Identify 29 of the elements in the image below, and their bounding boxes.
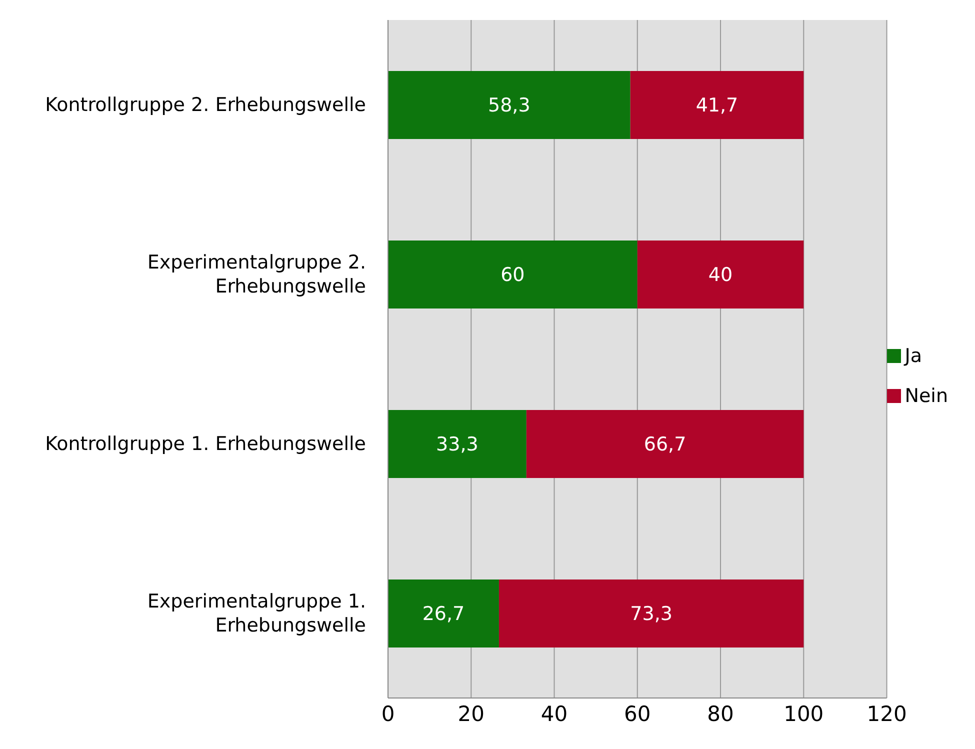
bar <box>630 71 804 139</box>
x-tick-label: 0 <box>381 702 395 726</box>
bar <box>388 71 630 139</box>
data-label: 41,7 <box>696 94 738 117</box>
x-tick-label: 40 <box>540 702 568 726</box>
bar <box>388 580 499 648</box>
data-label: 33,3 <box>436 434 478 456</box>
x-tick-label: 100 <box>784 702 824 726</box>
x-tick-label: 60 <box>624 702 651 726</box>
bar <box>526 410 804 478</box>
data-label: 66,7 <box>644 434 686 456</box>
data-label: 58,3 <box>488 94 530 117</box>
bar <box>498 580 804 648</box>
data-label: 26,7 <box>422 603 465 626</box>
bar <box>388 410 526 478</box>
x-tick-label: 80 <box>707 702 734 726</box>
x-tick-label: 120 <box>866 702 907 726</box>
data-label: 73,3 <box>630 603 672 626</box>
bar <box>637 240 804 308</box>
y-tick-label: Experimentalgruppe 1. Erhebungswelle <box>147 590 366 636</box>
y-tick-label: Kontrollgruppe 1. Erhebungswelle <box>45 432 366 455</box>
bar <box>388 240 638 308</box>
legend-label: Nein <box>904 384 948 406</box>
data-label: 60 <box>500 264 525 286</box>
legend-label: Ja <box>904 344 922 366</box>
x-tick-label: 20 <box>458 702 484 726</box>
y-tick-label: Experimentalgruppe 2. Erhebungswelle <box>147 251 366 298</box>
y-tick-label: Kontrollgruppe 2. Erhebungswelle <box>45 94 366 116</box>
data-label: 40 <box>708 264 733 286</box>
